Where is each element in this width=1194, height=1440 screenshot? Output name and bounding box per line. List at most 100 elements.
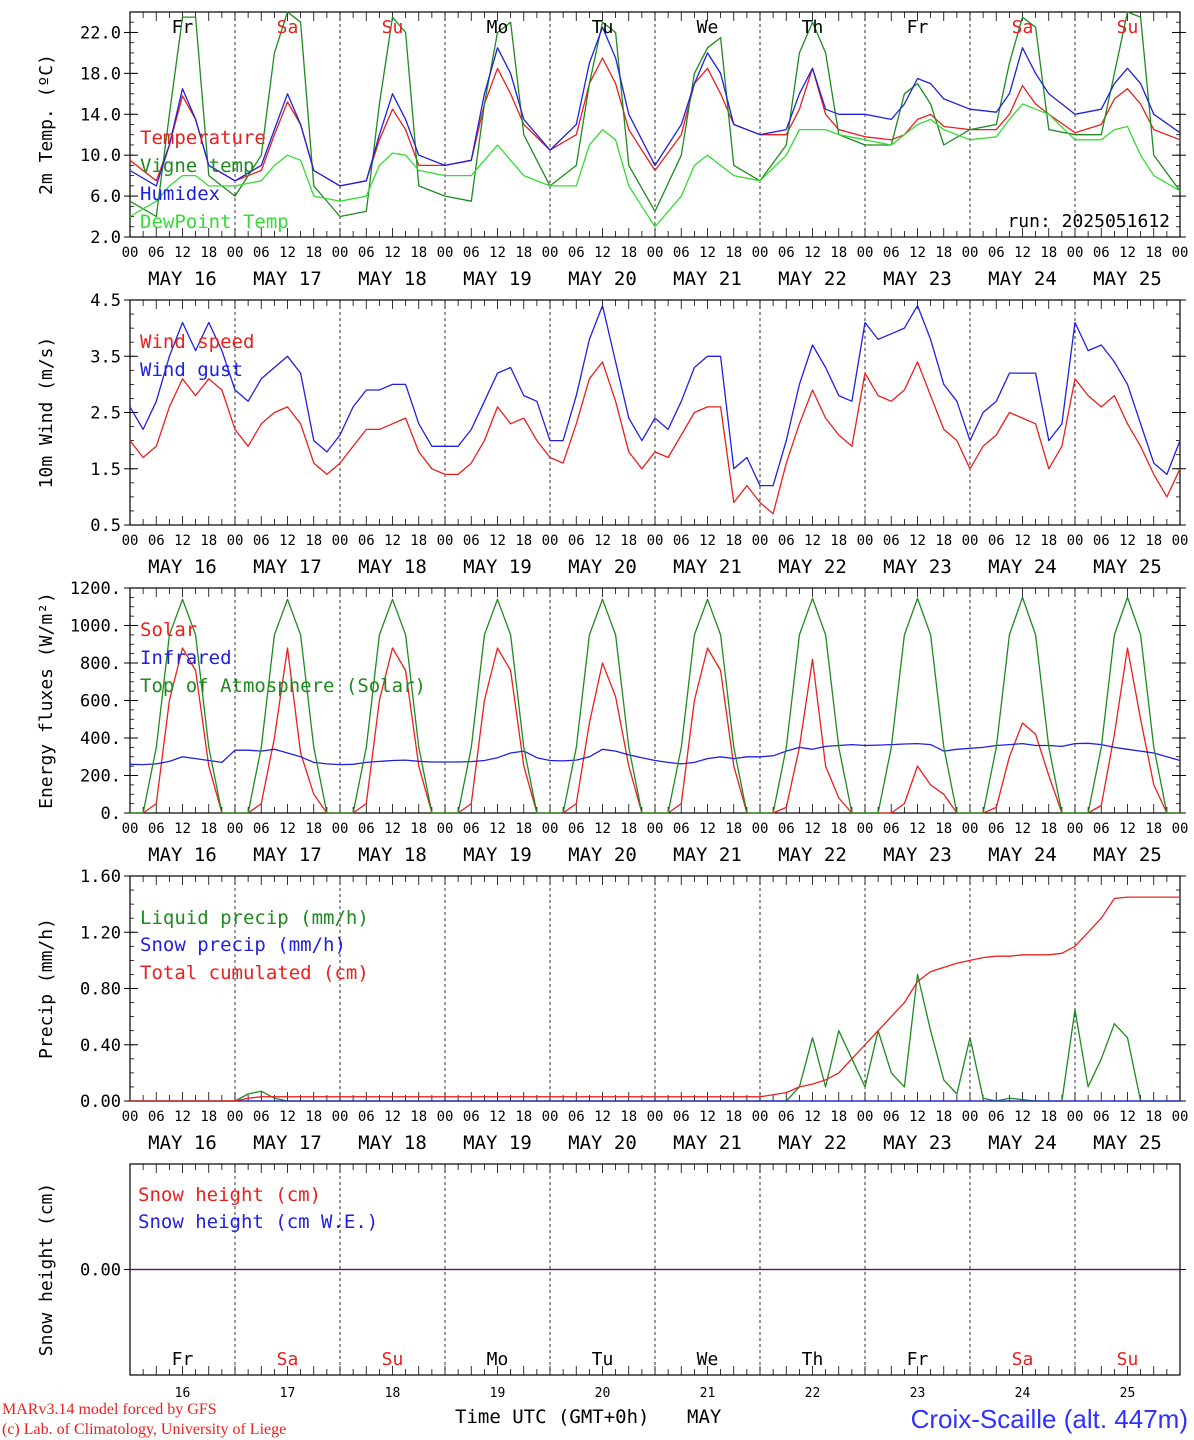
date-label: MAY 24 [988,844,1057,866]
hour-label: 00 [647,821,664,837]
hour-label: 18 [515,533,532,549]
y-tick-label: 0.00 [80,1261,121,1281]
weekday-label: Su [1117,17,1139,38]
hour-label: 12 [1014,533,1031,549]
hour-label: 06 [673,533,690,549]
hour-label: 18 [620,1109,637,1125]
date-label: MAY 16 [148,556,217,578]
hour-label: 12 [594,1109,611,1125]
legend-entry: Wind speed [140,331,254,353]
date-label: MAY 20 [568,1132,637,1154]
y-tick-label: 2.0 [90,228,121,248]
hour-label: 12 [174,821,191,837]
weekday-label: Tu [592,1349,614,1370]
hour-label: 06 [988,821,1005,837]
hour-label: 00 [1172,821,1189,837]
hour-label: 06 [988,245,1005,261]
y-tick-label: 4.5 [90,291,121,311]
hour-label: 00 [542,245,559,261]
hour-label: 00 [437,821,454,837]
hour-label: 12 [804,533,821,549]
hour-label: 12 [384,1109,401,1125]
hour-label: 06 [463,1109,480,1125]
hour-label: 06 [568,1109,585,1125]
hour-label: 00 [647,245,664,261]
weekday-label: Su [1117,1349,1139,1370]
hour-label: 06 [673,821,690,837]
legend-entry: DewPoint Temp [140,211,289,233]
hour-label: 06 [1093,1109,1110,1125]
hour-label: 00 [1067,821,1084,837]
series-line-dewpoint-temp [129,103,1181,228]
hour-label: 12 [489,245,506,261]
date-label: MAY 16 [148,844,217,866]
hour-label: 18 [305,533,322,549]
hour-label: 18 [1145,533,1162,549]
hour-label: 18 [1040,245,1057,261]
hour-label: 00 [227,821,244,837]
date-label: MAY 19 [463,268,532,290]
hour-label: 12 [594,533,611,549]
hour-label: 18 [410,821,427,837]
legend-entry: Temperature [140,127,266,149]
date-label: MAY 23 [883,844,952,866]
station-title: Croix-Scaille (alt. 447m) [911,1404,1188,1434]
day-number-label: 22 [805,1386,821,1401]
day-number-label: 20 [595,1386,611,1401]
hour-label: 00 [437,1109,454,1125]
hour-label: 12 [1119,821,1136,837]
hour-label: 12 [699,821,716,837]
hour-label: 12 [804,821,821,837]
date-label: MAY 22 [778,268,847,290]
hour-label: 18 [725,821,742,837]
hour-label: 18 [1145,1109,1162,1125]
hour-label: 06 [148,533,165,549]
weekday-label: Su [382,17,404,38]
date-label: MAY 24 [988,1132,1057,1154]
date-label: MAY 17 [253,556,322,578]
hour-label: 00 [962,533,979,549]
date-label: MAY 19 [463,844,532,866]
hour-label: 00 [857,533,874,549]
run-label: run: 2025051612 [1007,211,1170,232]
hour-label: 18 [200,1109,217,1125]
weekday-label: Th [802,1349,824,1370]
hour-label: 06 [253,533,270,549]
series-line-total-cumulated-cm- [130,896,1180,1102]
y-axis-label: Energy fluxes (W/m²) [36,592,57,809]
hour-label: 18 [935,533,952,549]
hour-label: 00 [1067,533,1084,549]
date-label: MAY 21 [673,844,742,866]
hour-label: 18 [935,821,952,837]
hour-label: 18 [830,245,847,261]
hour-label: 12 [1014,1109,1031,1125]
hour-label: 00 [122,533,139,549]
hour-label: 18 [515,1109,532,1125]
series-line-top-of-atmosphere-solar- [130,596,1180,814]
hour-label: 18 [935,245,952,261]
series-line-wind-gust [129,304,1181,487]
date-label: MAY 18 [358,268,427,290]
day-number-label: 24 [1015,1386,1031,1401]
day-number-label: 25 [1120,1386,1136,1401]
hour-label: 18 [305,245,322,261]
hour-label: 12 [1119,1109,1136,1125]
date-label: MAY 23 [883,556,952,578]
hour-label: 00 [752,533,769,549]
hour-label: 12 [384,821,401,837]
panel-4: 0.00 0.40 0.80 1.20 1.60 Precip (mm/h) Liquid … [36,867,1188,1154]
panel-2: 0.5 1.5 2.5 3.5 4.5 10m Wind (m/s) Wind speed W… [36,291,1188,578]
legend-entry: Snow height (cm) [138,1184,321,1206]
date-label: MAY 24 [988,556,1057,578]
date-label: MAY 21 [673,268,742,290]
hour-label: 18 [935,1109,952,1125]
hour-label: 12 [174,245,191,261]
series-line-wind-speed [129,361,1181,515]
hour-label: 12 [384,245,401,261]
date-label: MAY 20 [568,556,637,578]
hour-label: 12 [279,821,296,837]
hour-label: 00 [1067,245,1084,261]
hour-label: 12 [909,245,926,261]
date-label: MAY 19 [463,556,532,578]
